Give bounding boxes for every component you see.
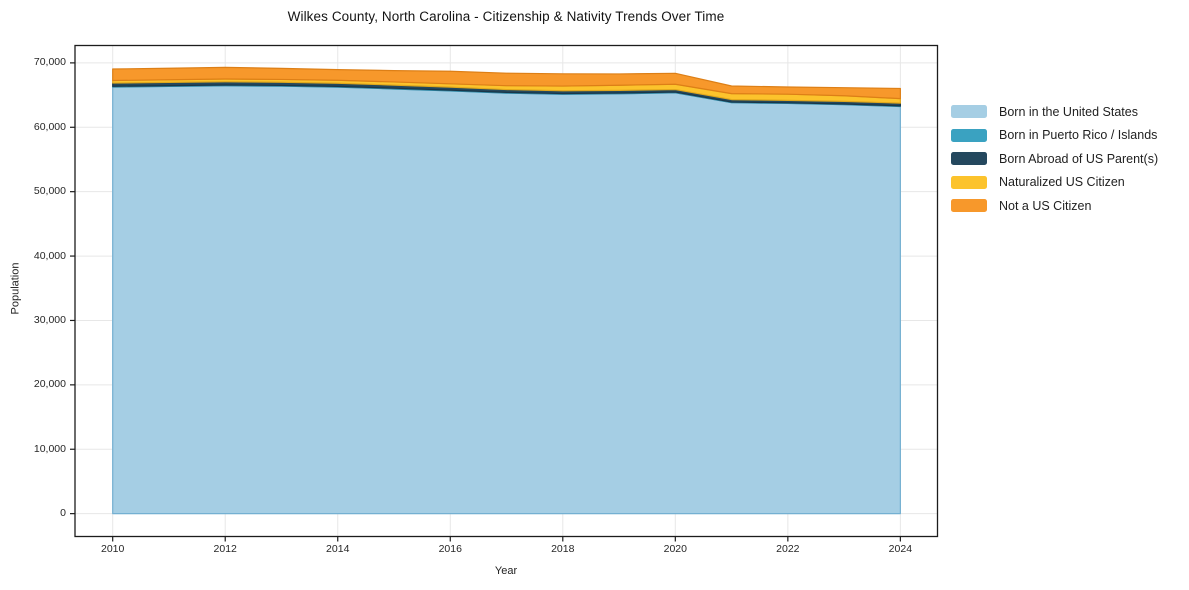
chart-title: Wilkes County, North Carolina - Citizens… bbox=[287, 9, 725, 24]
x-tick-label: 2022 bbox=[776, 543, 800, 555]
legend-swatch bbox=[951, 128, 987, 142]
legend-label: Born Abroad of US Parent(s) bbox=[999, 151, 1159, 166]
legend-item-naturalized-us-citizen: Naturalized US Citizen bbox=[951, 175, 1158, 189]
y-tick-label: 30,000 bbox=[33, 313, 66, 326]
y-tick-label: 70,000 bbox=[33, 56, 66, 69]
legend-label: Naturalized US Citizen bbox=[999, 175, 1125, 189]
legend-item-born-in-puerto-rico-islands: Born in Puerto Rico / Islands bbox=[951, 128, 1158, 142]
legend-label: Born in Puerto Rico / Islands bbox=[999, 128, 1158, 142]
x-axis-label: Year bbox=[494, 565, 518, 577]
x-tick-label: 2014 bbox=[326, 543, 350, 555]
y-tick-label: 20,000 bbox=[33, 378, 66, 391]
legend-label: Born in the United States bbox=[999, 104, 1138, 119]
x-tick-label: 2012 bbox=[213, 543, 237, 555]
y-tick-label: 60,000 bbox=[33, 120, 66, 133]
legend-swatch bbox=[951, 199, 987, 212]
x-tick-label: 2016 bbox=[438, 543, 462, 555]
y-tick-label: 10,000 bbox=[33, 442, 66, 455]
x-tick-label: 2018 bbox=[551, 543, 575, 555]
legend-swatch bbox=[951, 105, 987, 118]
legend-item-not-a-us-citizen: Not a US Citizen bbox=[951, 198, 1158, 213]
x-tick-label: 2010 bbox=[101, 543, 125, 555]
x-tick-label: 2020 bbox=[663, 543, 687, 555]
legend-item-born-in-the-united-states: Born in the United States bbox=[951, 104, 1158, 119]
legend-item-born-abroad-of-us-parent-s: Born Abroad of US Parent(s) bbox=[951, 151, 1159, 166]
area-not-a-us-citizen bbox=[112, 66, 901, 100]
x-tick-label: 2024 bbox=[888, 543, 913, 555]
y-tick-label: 0 bbox=[60, 507, 66, 520]
legend: Born in the United States Born in Puerto … bbox=[951, 105, 1158, 223]
plot-frame bbox=[74, 44, 939, 538]
legend-swatch bbox=[951, 152, 987, 165]
y-tick-label: 50,000 bbox=[33, 185, 66, 198]
legend-label: Not a US Citizen bbox=[999, 198, 1092, 213]
area-born-in-the-united-states bbox=[112, 85, 901, 515]
legend-swatch bbox=[951, 175, 987, 189]
y-tick-label: 40,000 bbox=[33, 249, 66, 262]
